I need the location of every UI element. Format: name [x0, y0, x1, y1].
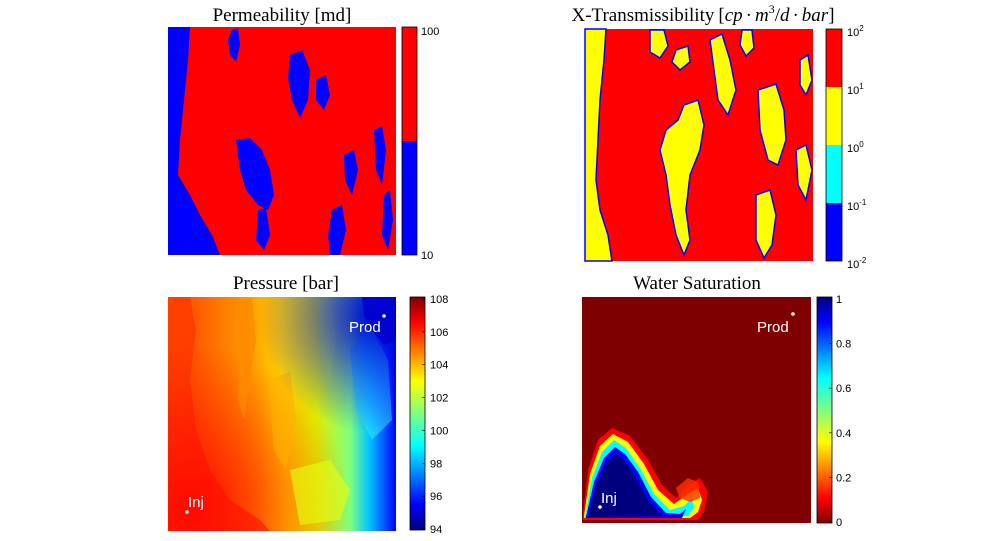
saturation-wells: Prod Inj — [598, 312, 795, 509]
saturation-producer-marker — [791, 312, 795, 316]
transmissibility-title-m-exp: 3 — [769, 2, 775, 16]
transmissibility-panel: X-Transmissibility [cp · m3/d · bar] 10210110… — [571, 2, 866, 271]
saturation-colorbar-tick-5: 0 — [836, 517, 842, 529]
permeability-tick-bottom: 10 — [421, 250, 433, 262]
pressure-panel: Pressure [bar] Prod Inj 108 106 104 102 100 9… — [168, 273, 448, 536]
pressure-colorbar-tick-6: 96 — [430, 491, 442, 503]
transmissibility-colorbar-tick-base-1: 10 — [847, 85, 859, 97]
transmissibility-title: X-Transmissibility [cp · m3/d · bar] — [571, 2, 834, 26]
transmissibility-colorbar-tick-exp-1: 1 — [859, 82, 864, 91]
pressure-injector-label: Inj — [188, 494, 204, 511]
saturation-injector-marker — [598, 505, 602, 509]
transmissibility-title-m: m — [755, 5, 769, 26]
pressure-colorbar-tick-5: 98 — [430, 458, 442, 470]
saturation-colorbar-tick-4: 0.2 — [836, 472, 851, 484]
saturation-heatmap — [582, 297, 811, 523]
permeability-colorbar: 100 10 — [401, 26, 439, 262]
transmissibility-colorbar-tick-2: 100 — [847, 140, 864, 155]
transmissibility-colorbar-tick-base-3: 10 — [847, 201, 859, 213]
permeability-heatmap — [168, 27, 396, 255]
saturation-producer-label: Prod — [757, 319, 789, 336]
pressure-title: Pressure [bar] — [233, 273, 339, 294]
saturation-colorbar-tick-2: 0.6 — [836, 383, 851, 395]
permeability-tick-top: 100 — [421, 26, 439, 38]
saturation-colorbar: 1 0.8 0.6 0.4 0.2 0 — [816, 294, 851, 529]
saturation-injector-label: Inj — [601, 490, 617, 507]
transmissibility-colorbar-tick-3: 10-1 — [847, 198, 867, 213]
transmissibility-colorbar-tick-1: 101 — [847, 82, 864, 97]
saturation-colorbar-tick-3: 0.4 — [836, 428, 851, 440]
saturation-panel: Water Saturation Prod Inj 1 0.8 0.6 0.4 0.2 0 — [582, 273, 851, 529]
transmissibility-heatmap — [584, 28, 813, 262]
transmissibility-title-close: ] — [828, 5, 834, 26]
transmissibility-colorbar-tick-base-2: 10 — [847, 143, 859, 155]
pressure-colorbar-tick-3: 102 — [430, 393, 448, 405]
transmissibility-title-bar: bar — [802, 5, 829, 26]
pressure-colorbar: 108 106 104 102 100 98 96 94 — [409, 294, 448, 536]
pressure-colorbar-tick-1: 106 — [430, 327, 448, 339]
transmissibility-title-cp: cp — [725, 5, 743, 26]
pressure-heatmap — [168, 297, 396, 531]
transmissibility-colorbar-tick-exp-2: 0 — [859, 140, 864, 149]
pressure-wells: Prod Inj — [185, 314, 386, 514]
transmissibility-colorbar-tick-exp-4: -2 — [859, 256, 867, 265]
pressure-colorbar-tick-0: 108 — [430, 294, 448, 306]
pressure-colorbar-tick-2: 104 — [430, 360, 448, 372]
transmissibility-colorbar-tick-exp-0: 2 — [859, 24, 864, 33]
transmissibility-title-dot2: · — [792, 5, 798, 26]
transmissibility-colorbar-tick-base-4: 10 — [847, 259, 859, 271]
transmissibility-title-dot1: · — [746, 5, 752, 26]
pressure-producer-marker — [382, 314, 386, 318]
transmissibility-colorbar-tick-base-0: 10 — [847, 27, 859, 39]
pressure-colorbar-tick-4: 100 — [430, 425, 448, 437]
saturation-title: Water Saturation — [633, 273, 761, 294]
pressure-colorbar-tick-7: 94 — [430, 524, 442, 536]
transmissibility-colorbar-tick-4: 10-2 — [847, 256, 867, 271]
permeability-panel: Permeability [md] 100 10 — [168, 5, 439, 262]
saturation-colorbar-tick-1: 0.8 — [836, 339, 851, 351]
permeability-title: Permeability [md] — [213, 5, 352, 26]
pressure-injector-marker — [185, 510, 189, 514]
transmissibility-title-open: [ — [718, 5, 724, 26]
pressure-producer-label: Prod — [349, 319, 381, 336]
transmissibility-colorbar-tick-exp-3: -1 — [859, 198, 867, 207]
transmissibility-title-d: d — [780, 5, 790, 26]
transmissibility-colorbar-tick-0: 102 — [847, 24, 864, 39]
transmissibility-title-lead: X-Transmissibility — [571, 5, 714, 26]
saturation-colorbar-tick-0: 1 — [836, 294, 842, 306]
transmissibility-title-slash: / — [775, 5, 781, 26]
